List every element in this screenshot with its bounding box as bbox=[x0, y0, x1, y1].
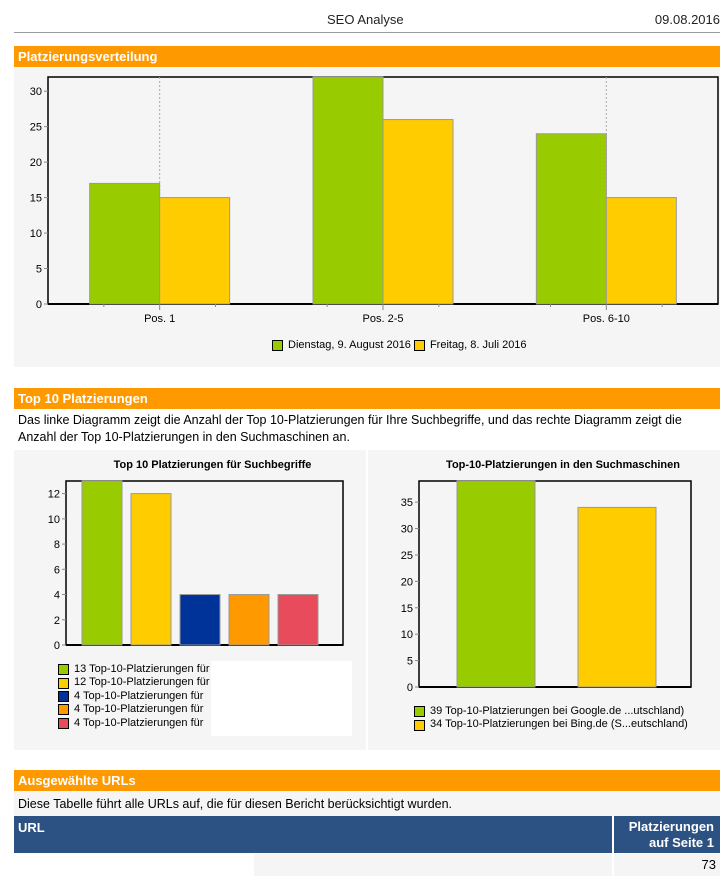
y-tick-label: 25 bbox=[401, 550, 413, 562]
chart-title: Top-10-Platzierungen in den Suchmaschine… bbox=[446, 459, 680, 471]
legend-swatch bbox=[58, 717, 69, 729]
y-tick-label: 0 bbox=[36, 299, 42, 311]
column-url-label: URL bbox=[18, 820, 45, 835]
legend-label: 4 Top-10-Platzierungen für bbox=[74, 716, 204, 729]
y-tick-label: 8 bbox=[54, 539, 60, 551]
x-tick-label: Pos. 2-5 bbox=[363, 313, 404, 325]
y-tick-label: 15 bbox=[30, 193, 42, 205]
report-date: 09.08.2016 bbox=[654, 12, 720, 27]
y-tick-label: 30 bbox=[401, 524, 413, 536]
bar-3 bbox=[179, 594, 221, 646]
bar-2-1 bbox=[159, 197, 231, 305]
distribution-chart: 0 5 10 15 20 25 30 Pos. 1 Pos. 2-5 Pos. 6-10 bbox=[30, 76, 719, 325]
engines-chart: Top-10-Platzierungen in den Suchmaschine… bbox=[401, 459, 692, 694]
bar-1-3 bbox=[535, 133, 607, 305]
legend-item: 4 Top-10-Platzierungen für bbox=[58, 690, 210, 703]
keywords-chart-panel: Top 10 Platzierungen für Suchbegriffe 0 2 4… bbox=[14, 450, 366, 750]
y-tick-label: 0 bbox=[54, 640, 60, 652]
y-tick-label: 10 bbox=[48, 514, 60, 526]
x-tick-label: Pos. 1 bbox=[144, 313, 175, 325]
bar-2 bbox=[130, 493, 172, 646]
urls-description: Diese Tabelle führt alle URLs auf, die f… bbox=[18, 797, 453, 811]
x-tick-label: Pos. 6-10 bbox=[583, 313, 630, 325]
legend-swatch bbox=[414, 719, 425, 731]
report-title: SEO Analyse bbox=[327, 12, 404, 27]
y-tick-label: 10 bbox=[30, 228, 42, 240]
legend-mask bbox=[211, 661, 352, 736]
y-tick-label: 6 bbox=[54, 564, 60, 576]
legend-swatch bbox=[413, 340, 425, 352]
y-tick-label: 35 bbox=[401, 497, 413, 509]
y-tick-label: 5 bbox=[36, 264, 42, 276]
y-tick-label: 20 bbox=[30, 157, 42, 169]
y-tick-label: 0 bbox=[407, 682, 413, 694]
legend-label: 4 Top-10-Platzierungen für bbox=[74, 703, 204, 716]
bar-5 bbox=[277, 594, 319, 646]
legend-item: 13 Top-10-Platzierungen für bbox=[58, 663, 210, 676]
bar-4 bbox=[228, 594, 270, 646]
bar-1 bbox=[81, 480, 123, 646]
bar-2 bbox=[577, 506, 657, 688]
section-top10-header: Top 10 Platzierungen bbox=[14, 388, 720, 409]
legend-swatch bbox=[58, 691, 69, 703]
legend-swatch bbox=[58, 664, 69, 676]
section-distribution-header: Platzierungsverteilung bbox=[14, 46, 720, 67]
y-tick-label: 5 bbox=[407, 656, 413, 668]
legend-label: 34 Top-10-Platzierungen bei Bing.de (S..… bbox=[430, 718, 688, 731]
y-tick-label: 25 bbox=[30, 122, 42, 134]
urls-desc-bg bbox=[14, 791, 720, 816]
bar-1-2 bbox=[312, 76, 384, 305]
y-tick-label: 2 bbox=[54, 615, 60, 627]
legend-swatch bbox=[58, 704, 69, 716]
legend-item: 12 Top-10-Platzierungen für bbox=[58, 676, 210, 689]
chart-title: Top 10 Platzierungen für Suchbegriffe bbox=[114, 459, 312, 471]
legend-label: Freitag, 8. Juli 2016 bbox=[429, 339, 527, 351]
engines-legend: 39 Top-10-Platzierungen bei Google.de ..… bbox=[414, 705, 688, 732]
y-tick-label: 10 bbox=[401, 629, 413, 641]
legend-label: 39 Top-10-Platzierungen bei Google.de ..… bbox=[430, 705, 685, 717]
engines-chart-panel: Top-10-Platzierungen in den Suchmaschine… bbox=[368, 450, 720, 750]
legend-item: 4 Top-10-Platzierungen für bbox=[58, 703, 210, 716]
legend-label: Dienstag, 9. August 2016 bbox=[288, 339, 411, 351]
keywords-legend: 13 Top-10-Platzierungen für 12 Top-10-Pla… bbox=[58, 663, 210, 730]
legend-label: 4 Top-10-Platzierungen für bbox=[74, 689, 204, 702]
legend-item: 39 Top-10-Platzierungen bei Google.de ..… bbox=[414, 705, 688, 718]
top10-description: Das linke Diagramm zeigt die Anzahl der … bbox=[18, 413, 682, 444]
column-header-placements[interactable]: Platzierungen auf Seite 1 bbox=[614, 816, 720, 853]
legend-swatch bbox=[272, 340, 283, 352]
legend-item: Freitag, 8. Juli 2016 bbox=[413, 339, 530, 352]
legend-swatch bbox=[414, 706, 425, 718]
distribution-panel: 0 5 10 15 20 25 30 Pos. 1 Pos. 2-5 Pos. 6-10 Dien… bbox=[14, 67, 720, 367]
column-placements-label-1: Platzierungen bbox=[628, 819, 714, 834]
section-urls-header: Ausgewählte URLs bbox=[14, 770, 720, 791]
y-tick-label: 20 bbox=[401, 576, 413, 588]
y-tick-label: 12 bbox=[48, 489, 60, 501]
table-cell-url bbox=[254, 854, 612, 876]
keywords-chart: Top 10 Platzierungen für Suchbegriffe 0 2 4… bbox=[48, 459, 344, 652]
column-placements-label-2: auf Seite 1 bbox=[648, 835, 714, 850]
legend-label: 12 Top-10-Platzierungen für bbox=[74, 676, 210, 689]
legend-item: Dienstag, 9. August 2016 bbox=[272, 339, 414, 352]
y-tick-label: 4 bbox=[54, 590, 60, 602]
legend-label: 13 Top-10-Platzierungen für bbox=[74, 663, 210, 675]
table-cell-count: 73 bbox=[701, 857, 716, 872]
bar-2-2 bbox=[382, 119, 454, 305]
y-tick-label: 30 bbox=[30, 86, 42, 98]
column-header-url[interactable]: URL bbox=[14, 816, 612, 853]
bar-2-3 bbox=[605, 197, 677, 305]
distribution-legend: Dienstag, 9. August 2016 Freitag, 8. Juli… bbox=[272, 339, 530, 352]
legend-item: 34 Top-10-Platzierungen bei Bing.de (S..… bbox=[414, 718, 688, 731]
bar-1-1 bbox=[89, 182, 161, 305]
bar-1 bbox=[456, 480, 536, 688]
page-header: SEO Analyse 09.08.2016 bbox=[14, 0, 720, 33]
y-tick-label: 15 bbox=[401, 603, 413, 615]
legend-item: 4 Top-10-Platzierungen für bbox=[58, 717, 210, 730]
legend-swatch bbox=[58, 677, 69, 689]
table-row: 73 bbox=[614, 854, 720, 876]
